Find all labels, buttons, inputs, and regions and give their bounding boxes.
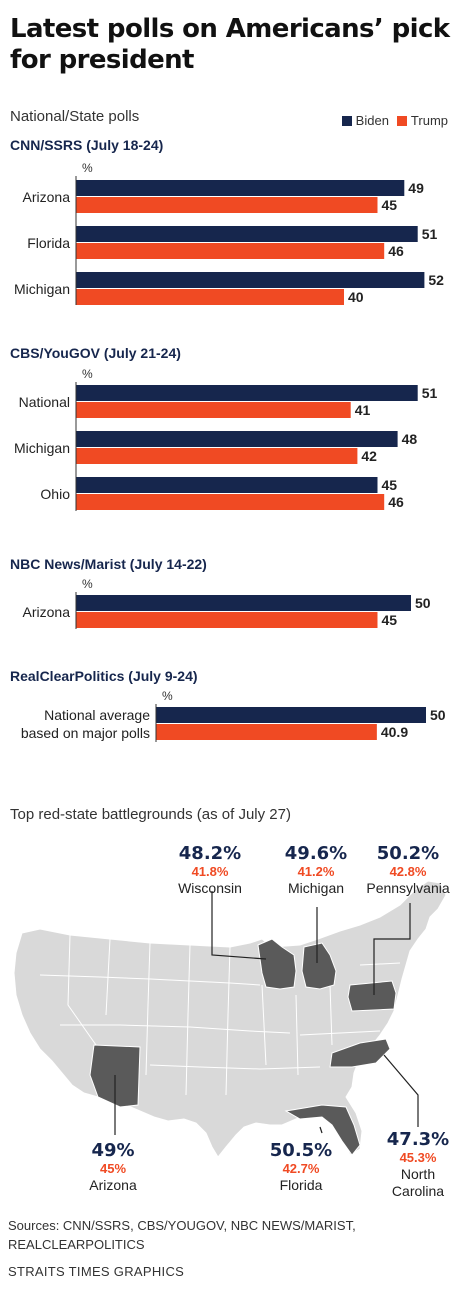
state-name: Arizona bbox=[89, 1177, 137, 1193]
data-label-trump: 42 bbox=[361, 448, 377, 464]
category-label: Ohio bbox=[40, 486, 70, 502]
data-label-trump: 46 bbox=[388, 494, 404, 510]
callout-pennsylvania: 50.2% 42.8% Pennsylvania bbox=[358, 843, 458, 897]
legend-swatch-biden bbox=[341, 115, 352, 126]
trump-share: 42.8% bbox=[389, 864, 427, 879]
bar-biden bbox=[76, 385, 418, 401]
legend: Biden Trump bbox=[341, 113, 448, 128]
us-mainland-shape bbox=[13, 880, 447, 1158]
us-battleground-map bbox=[13, 880, 447, 1158]
wisconsin-shape bbox=[257, 938, 297, 990]
unit-label: % bbox=[82, 161, 93, 175]
category-label: Michigan bbox=[14, 440, 70, 456]
trump-share: 45% bbox=[99, 1161, 127, 1176]
data-label-biden: 51 bbox=[422, 385, 438, 401]
state-name: Wisconsin bbox=[178, 880, 242, 896]
chart-title: CBS/YouGOV (July 21-24) bbox=[10, 345, 181, 361]
credit-line: STRAITS TIMES GRAPHICS bbox=[8, 1264, 185, 1279]
bar-trump bbox=[76, 494, 385, 510]
bar-trump bbox=[76, 197, 378, 213]
state-name: Florida bbox=[279, 1177, 323, 1193]
state-name-line-1: North bbox=[400, 1166, 436, 1182]
map-title: Top red-state battlegrounds (as of July … bbox=[10, 806, 291, 823]
unit-label: % bbox=[82, 367, 93, 381]
data-label-biden: 48 bbox=[402, 431, 418, 447]
data-label-biden: 45 bbox=[382, 477, 398, 493]
north-carolina-shape bbox=[329, 1038, 391, 1068]
data-label-biden: 52 bbox=[428, 272, 444, 288]
data-label-biden: 50 bbox=[430, 707, 446, 723]
bar-trump bbox=[76, 289, 344, 305]
bar-biden bbox=[76, 272, 425, 288]
sources-note: Sources: CNN/SSRS, CBS/YOUGOV, NBC NEWS/… bbox=[8, 1218, 356, 1252]
florida-shape bbox=[284, 1104, 361, 1156]
bar-biden bbox=[76, 477, 378, 493]
page-title: Latest polls on Americans’ pick for pres… bbox=[10, 14, 450, 75]
category-label: National bbox=[19, 394, 70, 410]
trump-share: 41.2% bbox=[297, 864, 335, 879]
bar-biden bbox=[76, 595, 411, 611]
data-label-trump: 45 bbox=[382, 612, 398, 628]
data-label-trump: 46 bbox=[388, 243, 404, 259]
callout-arizona: 49% 45% Arizona bbox=[68, 1140, 158, 1194]
callout-north-carolina: 47.3% 45.3% North Carolina bbox=[376, 1129, 460, 1200]
legend-label-biden: Biden bbox=[355, 113, 389, 128]
unit-label: % bbox=[82, 577, 93, 591]
bar-trump bbox=[76, 448, 358, 464]
biden-share: 50.5% bbox=[269, 1140, 333, 1161]
legend-label-trump: Trump bbox=[410, 113, 448, 128]
chart-title: NBC News/Marist (July 14-22) bbox=[10, 556, 207, 572]
callout-florida: 50.5% 42.7% Florida bbox=[256, 1140, 346, 1194]
legend-swatch-trump bbox=[396, 115, 407, 126]
data-label-biden: 49 bbox=[408, 180, 424, 196]
trump-share: 45.3% bbox=[399, 1150, 437, 1165]
bar-biden bbox=[76, 431, 398, 447]
data-label-biden: 51 bbox=[422, 226, 438, 242]
bar-biden bbox=[76, 180, 405, 196]
unit-label: % bbox=[162, 689, 173, 703]
biden-share: 47.3% bbox=[386, 1129, 450, 1150]
data-label-trump: 40.9 bbox=[381, 724, 408, 740]
biden-share: 49% bbox=[91, 1140, 135, 1161]
trump-share: 41.8% bbox=[191, 864, 229, 879]
pennsylvania-shape bbox=[347, 980, 397, 1012]
data-label-trump: 45 bbox=[382, 197, 398, 213]
chart-title: CNN/SSRS (July 18-24) bbox=[10, 137, 163, 153]
biden-share: 49.6% bbox=[284, 843, 348, 864]
category-label: Florida bbox=[27, 235, 70, 251]
category-label: Arizona bbox=[23, 189, 71, 205]
callout-wisconsin: 48.2% 41.8% Wisconsin bbox=[165, 843, 255, 897]
category-label: based on major polls bbox=[21, 725, 150, 741]
legend-item-biden: Biden bbox=[341, 113, 389, 128]
data-label-trump: 41 bbox=[355, 402, 371, 418]
state-name-line-2: Carolina bbox=[391, 1183, 445, 1199]
bar-trump bbox=[76, 243, 385, 259]
us-map-land bbox=[13, 880, 447, 1158]
data-label-biden: 50 bbox=[415, 595, 431, 611]
state-name: Michigan bbox=[287, 880, 345, 896]
category-label: Michigan bbox=[14, 281, 70, 297]
callout-michigan: 49.6% 41.2% Michigan bbox=[271, 843, 361, 897]
michigan-shape bbox=[301, 942, 337, 990]
legend-item-trump: Trump bbox=[396, 113, 448, 128]
biden-share: 48.2% bbox=[178, 843, 242, 864]
bar-trump bbox=[156, 724, 377, 740]
chart-title: RealClearPolitics (July 9-24) bbox=[10, 668, 198, 684]
bar-biden bbox=[156, 707, 426, 723]
category-label: Arizona bbox=[23, 604, 71, 620]
category-label: National average bbox=[44, 707, 150, 723]
bar-biden bbox=[76, 226, 418, 242]
data-label-trump: 40 bbox=[348, 289, 364, 305]
charts-subtitle: National/State polls bbox=[10, 108, 140, 125]
trump-share: 42.7% bbox=[282, 1161, 320, 1176]
callout-leader-lines bbox=[114, 891, 419, 1135]
state-name: Pennsylvania bbox=[366, 880, 450, 896]
bar-trump bbox=[76, 612, 378, 628]
bar-trump bbox=[76, 402, 351, 418]
biden-share: 50.2% bbox=[376, 843, 440, 864]
